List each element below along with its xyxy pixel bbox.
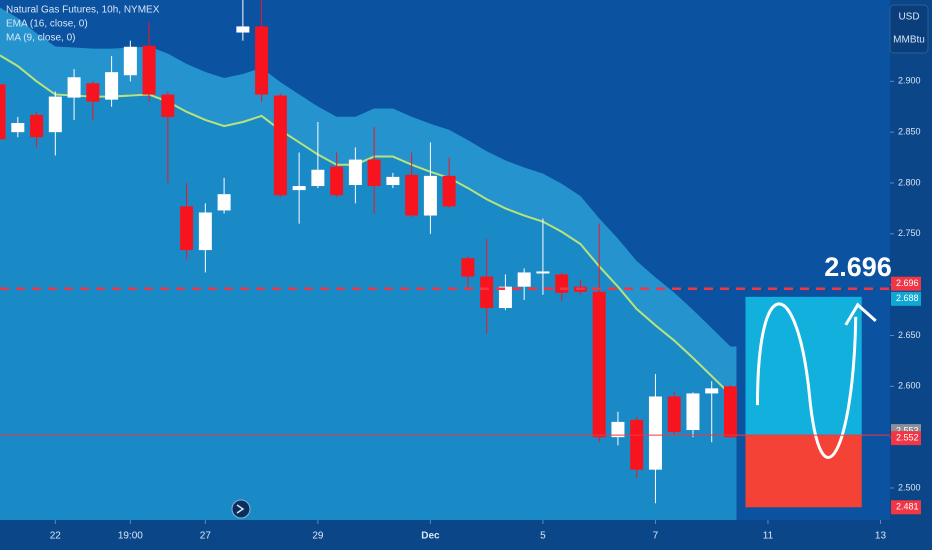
- x-tick-label: 29: [312, 531, 324, 542]
- y-tick-label: 2.900: [898, 76, 921, 86]
- candle-body: [536, 271, 550, 274]
- x-tick-label: Dec: [421, 531, 440, 542]
- candle-body: [348, 159, 362, 186]
- candle-body: [555, 274, 569, 293]
- time-axis: [0, 520, 890, 550]
- currency: USD: [898, 12, 919, 23]
- candle-body: [236, 26, 250, 33]
- candle-body: [611, 421, 625, 438]
- price-label: 2.696: [896, 278, 919, 288]
- candle-body: [648, 396, 662, 470]
- price-label: 2.688: [896, 293, 919, 303]
- candle-body: [255, 26, 269, 95]
- price-label-bg: [891, 276, 921, 291]
- candle-body: [217, 194, 231, 211]
- candle-body: [292, 186, 306, 191]
- candle-body: [86, 83, 100, 102]
- candle-body: [498, 286, 512, 309]
- replay-icon-arrow: [236, 504, 245, 514]
- candle-body: [30, 114, 44, 138]
- candle-body: [67, 77, 81, 98]
- x-tick-label: 19:00: [118, 531, 143, 542]
- x-tick-label: 5: [540, 531, 546, 542]
- price-label: 2.552: [896, 432, 919, 442]
- x-tick-label: 13: [875, 531, 887, 542]
- x-tick-label: 7: [653, 531, 659, 542]
- candle-body: [480, 276, 494, 309]
- price-label-bg: [891, 431, 921, 446]
- candle-body: [11, 123, 25, 133]
- candle-body: [180, 206, 194, 251]
- candle-body: [667, 396, 681, 433]
- candle-body: [142, 45, 156, 95]
- candle-body: [273, 95, 287, 196]
- ema-line: [0, 54, 732, 396]
- replay-icon[interactable]: [231, 499, 251, 519]
- candle-body: [198, 212, 212, 251]
- legend-ma: MA (9, close, 0): [6, 33, 75, 44]
- candle-body: [686, 393, 700, 431]
- y-tick-label: 2.800: [898, 177, 921, 187]
- candle-body: [461, 258, 475, 277]
- candle-body: [123, 46, 137, 76]
- candle-body: [423, 175, 437, 216]
- unit-box[interactable]: [889, 4, 929, 54]
- x-tick-label: 11: [763, 531, 774, 542]
- y-tick-label: 2.850: [898, 127, 921, 137]
- candle-body: [592, 291, 606, 438]
- candle-body: [705, 388, 719, 394]
- x-tick-label: 22: [50, 531, 62, 542]
- candle-body: [517, 272, 531, 287]
- forecast-curve: [755, 302, 858, 459]
- candle-body: [0, 84, 6, 140]
- candle-body: [630, 419, 644, 470]
- candle-body: [105, 72, 119, 100]
- candle-body: [405, 174, 419, 216]
- price-axis: [890, 0, 932, 550]
- price-label: 2.481: [896, 502, 919, 512]
- price-label-bg: [891, 500, 921, 515]
- candle-body: [161, 94, 175, 117]
- x-tick-label: 27: [200, 531, 212, 542]
- position-target: [745, 296, 862, 436]
- y-tick-label: 2.600: [898, 381, 921, 391]
- forecast-arrow: [844, 302, 877, 326]
- candle-body: [723, 386, 737, 438]
- candle-body: [330, 166, 344, 196]
- y-tick-label: 2.750: [898, 228, 921, 238]
- price-label: 2.553: [896, 425, 919, 435]
- annotation: 2.696: [824, 252, 892, 282]
- position-stop: [745, 435, 862, 508]
- candle-body: [442, 175, 456, 207]
- price-label-bg: [891, 291, 921, 306]
- unit: MMBtu: [893, 35, 925, 46]
- y-tick-label: 2.650: [898, 330, 921, 340]
- legend-ema: EMA (16, close, 0): [6, 19, 88, 30]
- candle-body: [367, 159, 381, 187]
- y-tick-label: 2.500: [898, 482, 921, 492]
- candle-body: [311, 169, 325, 187]
- candle-body: [386, 176, 400, 186]
- legend-symbol: Natural Gas Futures, 10h, NYMEX: [6, 5, 160, 16]
- candle-body: [48, 96, 62, 133]
